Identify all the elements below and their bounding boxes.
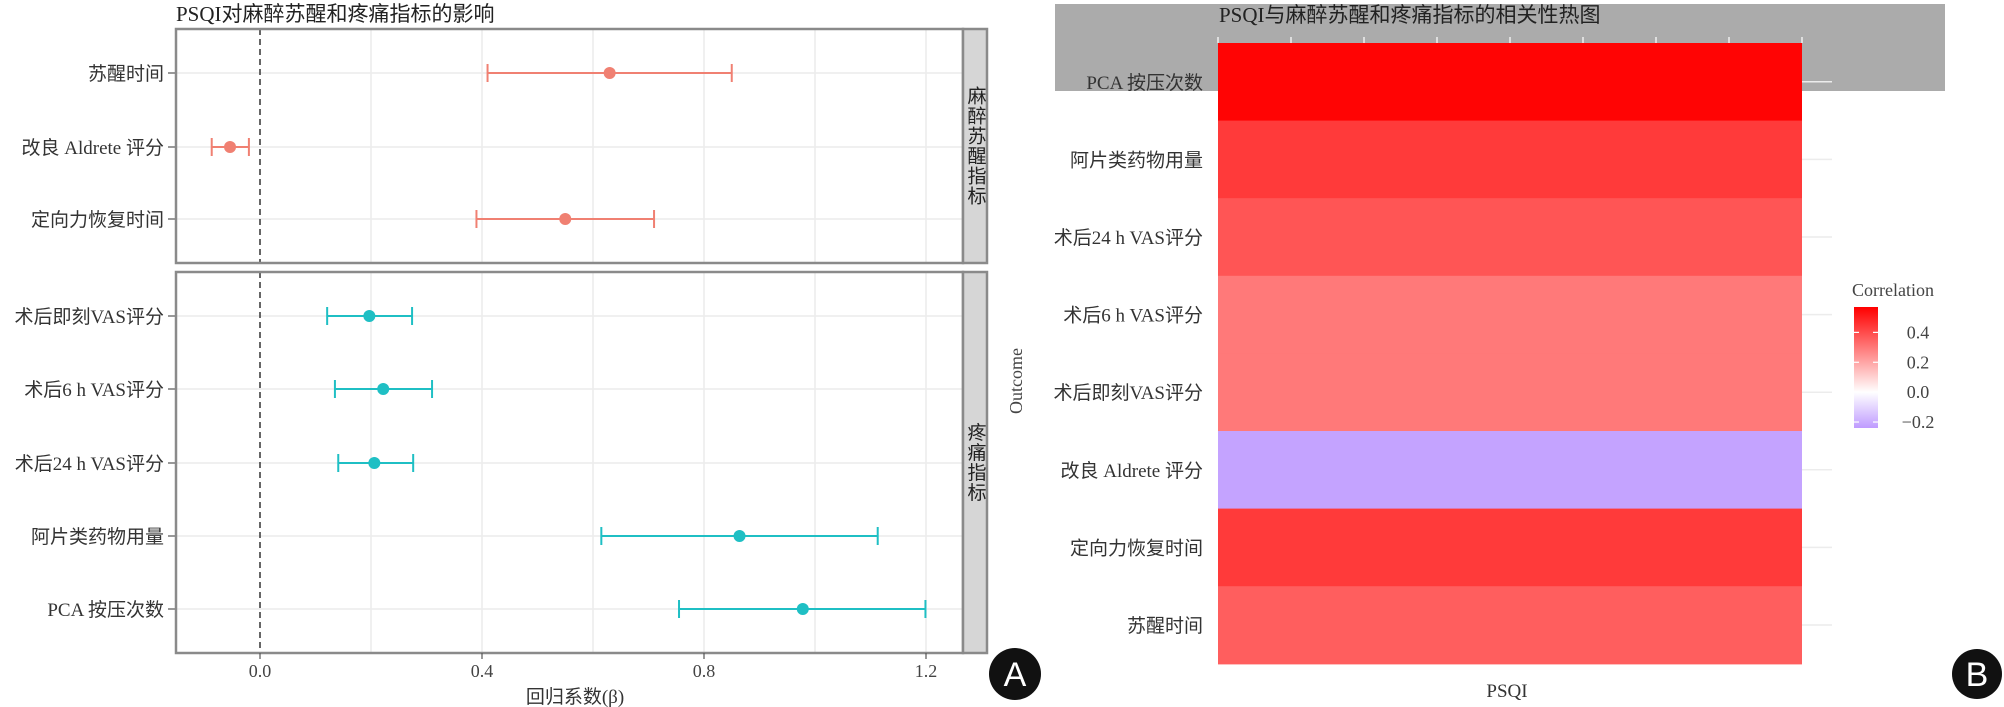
heatmap-row-label: 定向力恢复时间: [1070, 537, 1203, 559]
color-legend: Correlation 0.4 0.2 0.0 −0.2: [1852, 280, 1934, 432]
forest-plot-title: PSQI对麻醉苏醒和疼痛指标的影响: [176, 2, 495, 26]
y-tick-label: 术后24 h VAS评分: [15, 453, 164, 475]
point-estimate: [733, 530, 746, 542]
heatmap-x-label: PSQI: [1486, 681, 1527, 702]
heatmap-row-label: PCA 按压次数: [1086, 72, 1203, 94]
y-tick-label: 定向力恢复时间: [31, 209, 164, 231]
facet-strip-label: 疼痛指标: [965, 422, 987, 502]
heatmap-cell: [1218, 120, 1802, 199]
facet-strip: [961, 270, 989, 655]
legend-tick-label: 0.0: [1907, 382, 1930, 402]
heatmap-cell: [1218, 353, 1802, 432]
x-axis-title: 回归系数(β): [526, 686, 624, 707]
y-tick-label: 术后6 h VAS评分: [24, 379, 164, 401]
legend-tick-label: 0.4: [1907, 322, 1930, 342]
legend-title: Correlation: [1852, 280, 1934, 300]
y-tick-label: 改良 Aldrete 评分: [22, 137, 164, 159]
y-tick-label: PCA 按压次数: [47, 599, 164, 621]
point-estimate: [559, 213, 572, 225]
panel-a-badge: A: [989, 648, 1041, 700]
heatmap-row-label: 术后24 h VAS评分: [1054, 227, 1203, 249]
legend-color-bar: [1854, 307, 1878, 428]
x-tick-label: 0.0: [249, 661, 272, 681]
point-estimate: [363, 310, 376, 322]
legend-tick-label: −0.2: [1902, 412, 1935, 432]
heatmap-cell: [1218, 43, 1802, 122]
point-estimate: [368, 457, 381, 469]
y-tick-label: 阿片类药物用量: [31, 526, 164, 548]
legend-tick-label: 0.2: [1907, 352, 1930, 372]
x-tick-label: 1.2: [915, 661, 938, 681]
point-estimate: [377, 383, 390, 395]
heatmap-y-axis-title: Outcome: [1006, 348, 1026, 414]
point-estimate: [603, 67, 616, 79]
facet-strip-label: 麻醉苏醒指标: [965, 86, 987, 206]
panel-b-badge-circle: [1952, 649, 2002, 699]
heatmap-title: PSQI与麻醉苏醒和疼痛指标的相关性热图: [1219, 3, 1601, 27]
panel-b-badge: B: [1952, 649, 2002, 699]
heatmap-cell: [1218, 586, 1802, 665]
point-estimate: [224, 141, 237, 153]
panel-a-letter: A: [1004, 656, 1027, 694]
point-estimate: [796, 603, 809, 615]
y-tick-label: 术后即刻VAS评分: [14, 306, 164, 328]
panel-b-letter: B: [1966, 656, 1989, 694]
y-tick-label: 苏醒时间: [88, 63, 164, 85]
panel-a-badge-circle: [989, 648, 1041, 700]
heatmap-row-label: 术后即刻VAS评分: [1053, 382, 1203, 404]
facet-background: [176, 29, 963, 263]
heatmap-row-label: 苏醒时间: [1127, 615, 1203, 637]
heatmap-cell: [1218, 508, 1802, 587]
x-tick-label: 0.4: [471, 661, 494, 681]
facet-strip: [961, 27, 989, 265]
heatmap-cell: [1218, 198, 1802, 277]
heatmap-panel: PSQI与麻醉苏醒和疼痛指标的相关性热图 PCA 按压次数阿片类药物用量术后24…: [1006, 3, 2002, 702]
heatmap-row-label: 术后6 h VAS评分: [1063, 305, 1203, 327]
heatmap-row-label: 阿片类药物用量: [1070, 149, 1203, 171]
heatmap-cell: [1218, 275, 1802, 354]
heatmap-cell: [1218, 431, 1802, 510]
heatmap-row-label: 改良 Aldrete 评分: [1061, 460, 1203, 482]
x-tick-label: 0.8: [693, 661, 716, 681]
